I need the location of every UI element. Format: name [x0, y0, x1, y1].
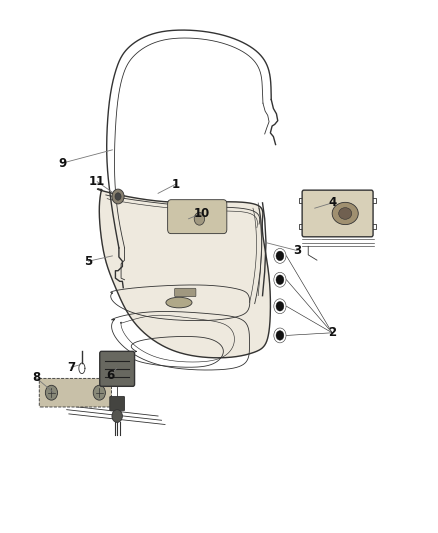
Circle shape [194, 213, 205, 225]
Circle shape [276, 330, 284, 340]
FancyBboxPatch shape [100, 351, 134, 386]
Text: 1: 1 [171, 178, 180, 191]
Text: 5: 5 [84, 255, 92, 268]
Text: 2: 2 [328, 326, 336, 340]
Text: 4: 4 [328, 196, 336, 209]
Text: 7: 7 [67, 361, 75, 374]
Circle shape [93, 385, 106, 400]
FancyBboxPatch shape [39, 378, 112, 407]
FancyBboxPatch shape [110, 397, 124, 411]
FancyBboxPatch shape [168, 200, 227, 233]
FancyBboxPatch shape [302, 190, 373, 237]
Ellipse shape [166, 297, 192, 308]
Text: 8: 8 [32, 372, 40, 384]
Circle shape [112, 410, 122, 422]
Circle shape [276, 302, 284, 311]
Text: 11: 11 [89, 175, 105, 188]
Text: 6: 6 [106, 369, 114, 382]
FancyBboxPatch shape [175, 288, 196, 297]
Circle shape [115, 193, 121, 200]
Text: 10: 10 [194, 207, 210, 220]
Ellipse shape [339, 208, 352, 219]
Polygon shape [98, 189, 270, 358]
Text: 3: 3 [293, 244, 301, 257]
Ellipse shape [332, 203, 358, 224]
Circle shape [46, 385, 57, 400]
Text: 9: 9 [58, 157, 67, 169]
Circle shape [276, 251, 284, 261]
Circle shape [112, 189, 124, 204]
Circle shape [276, 275, 284, 285]
